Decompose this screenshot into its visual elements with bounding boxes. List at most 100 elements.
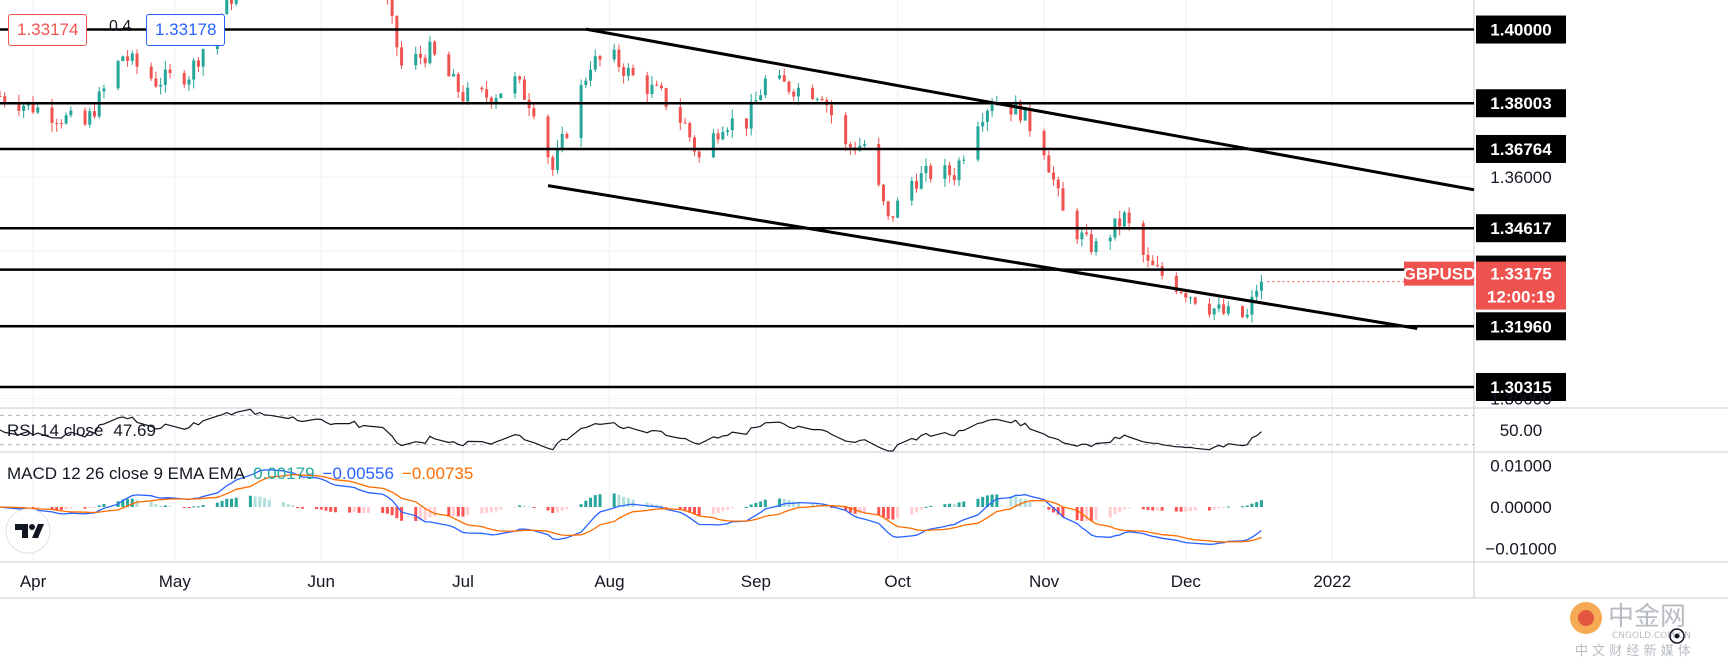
candle[interactable]: [130, 50, 134, 65]
candle[interactable]: [589, 61, 593, 87]
candle[interactable]: [626, 63, 630, 81]
candle[interactable]: [683, 117, 687, 124]
sell-price-button[interactable]: 1.33174: [8, 14, 88, 46]
candle[interactable]: [428, 35, 432, 65]
candle[interactable]: [168, 63, 172, 79]
candle[interactable]: [1241, 305, 1245, 319]
candle[interactable]: [617, 44, 621, 73]
candle[interactable]: [17, 94, 21, 117]
candle[interactable]: [386, 0, 389, 5]
candle[interactable]: [154, 71, 158, 88]
candle[interactable]: [1207, 298, 1211, 318]
candle[interactable]: [225, 0, 229, 15]
candle[interactable]: [957, 157, 961, 186]
candle[interactable]: [584, 77, 588, 88]
candle[interactable]: [1113, 218, 1117, 241]
candle[interactable]: [1250, 290, 1254, 323]
candle[interactable]: [423, 54, 427, 68]
candle[interactable]: [726, 127, 730, 136]
candle[interactable]: [494, 94, 498, 110]
candle[interactable]: [664, 87, 668, 111]
candle[interactable]: [551, 155, 555, 176]
candle[interactable]: [1226, 301, 1230, 316]
candle[interactable]: [546, 114, 550, 164]
candle[interactable]: [711, 128, 715, 159]
candle[interactable]: [59, 119, 63, 129]
candle[interactable]: [485, 81, 489, 103]
candle[interactable]: [844, 111, 848, 151]
candle[interactable]: [456, 72, 460, 98]
candle[interactable]: [1089, 227, 1093, 255]
candle[interactable]: [31, 96, 35, 114]
candle[interactable]: [36, 102, 40, 115]
candle[interactable]: [1047, 150, 1051, 173]
candle[interactable]: [418, 45, 422, 65]
candle[interactable]: [692, 135, 696, 157]
candle[interactable]: [135, 49, 139, 75]
candle[interactable]: [1259, 274, 1263, 300]
candle[interactable]: [1212, 307, 1216, 321]
candle[interactable]: [499, 93, 503, 99]
candle[interactable]: [196, 57, 200, 73]
candle[interactable]: [787, 80, 791, 95]
candle[interactable]: [598, 54, 602, 67]
candle[interactable]: [981, 113, 985, 133]
candle[interactable]: [395, 15, 399, 57]
candle[interactable]: [126, 50, 130, 67]
candle[interactable]: [820, 95, 824, 102]
candle[interactable]: [749, 93, 753, 136]
candle[interactable]: [631, 64, 635, 77]
candle[interactable]: [924, 158, 928, 182]
candle[interactable]: [962, 155, 966, 165]
candle[interactable]: [1056, 176, 1060, 197]
candle[interactable]: [915, 173, 919, 193]
candle[interactable]: [645, 71, 649, 103]
candle[interactable]: [744, 118, 748, 137]
candle[interactable]: [1222, 298, 1226, 316]
candle[interactable]: [1052, 166, 1056, 186]
candle[interactable]: [83, 107, 87, 126]
candle[interactable]: [116, 59, 120, 91]
candle[interactable]: [1245, 308, 1249, 319]
candle[interactable]: [0, 90, 2, 98]
candle[interactable]: [910, 176, 914, 206]
candle[interactable]: [593, 49, 597, 73]
candle[interactable]: [1075, 207, 1079, 244]
candle[interactable]: [480, 86, 484, 93]
candle[interactable]: [182, 70, 186, 88]
candle[interactable]: [92, 102, 96, 119]
candle[interactable]: [192, 57, 196, 89]
candle[interactable]: [655, 80, 659, 87]
candle[interactable]: [234, 0, 238, 6]
candle[interactable]: [886, 200, 890, 220]
candle[interactable]: [532, 103, 536, 120]
candle[interactable]: [796, 83, 800, 106]
candle[interactable]: [64, 112, 68, 125]
candle[interactable]: [891, 216, 895, 222]
candle[interactable]: [1085, 224, 1089, 237]
candle[interactable]: [1094, 238, 1098, 256]
candle[interactable]: [1174, 272, 1178, 295]
candle[interactable]: [896, 197, 900, 218]
candle[interactable]: [943, 158, 947, 187]
tradingview-logo[interactable]: TradingView: [5, 508, 51, 554]
candle[interactable]: [447, 51, 451, 77]
candle[interactable]: [929, 163, 933, 183]
candle[interactable]: [1189, 296, 1193, 305]
candle[interactable]: [159, 77, 163, 95]
candle[interactable]: [721, 126, 725, 141]
candle[interactable]: [1155, 255, 1159, 268]
candle[interactable]: [948, 161, 952, 183]
candle[interactable]: [697, 149, 701, 163]
candle[interactable]: [881, 183, 885, 206]
candle[interactable]: [522, 75, 526, 101]
candle[interactable]: [1146, 247, 1150, 268]
channel-trendline[interactable]: [585, 27, 1475, 192]
candle[interactable]: [187, 75, 191, 91]
candle[interactable]: [229, 0, 233, 11]
candle[interactable]: [985, 108, 989, 131]
candle[interactable]: [754, 91, 758, 102]
candle[interactable]: [22, 103, 26, 119]
candle[interactable]: [1108, 234, 1112, 250]
